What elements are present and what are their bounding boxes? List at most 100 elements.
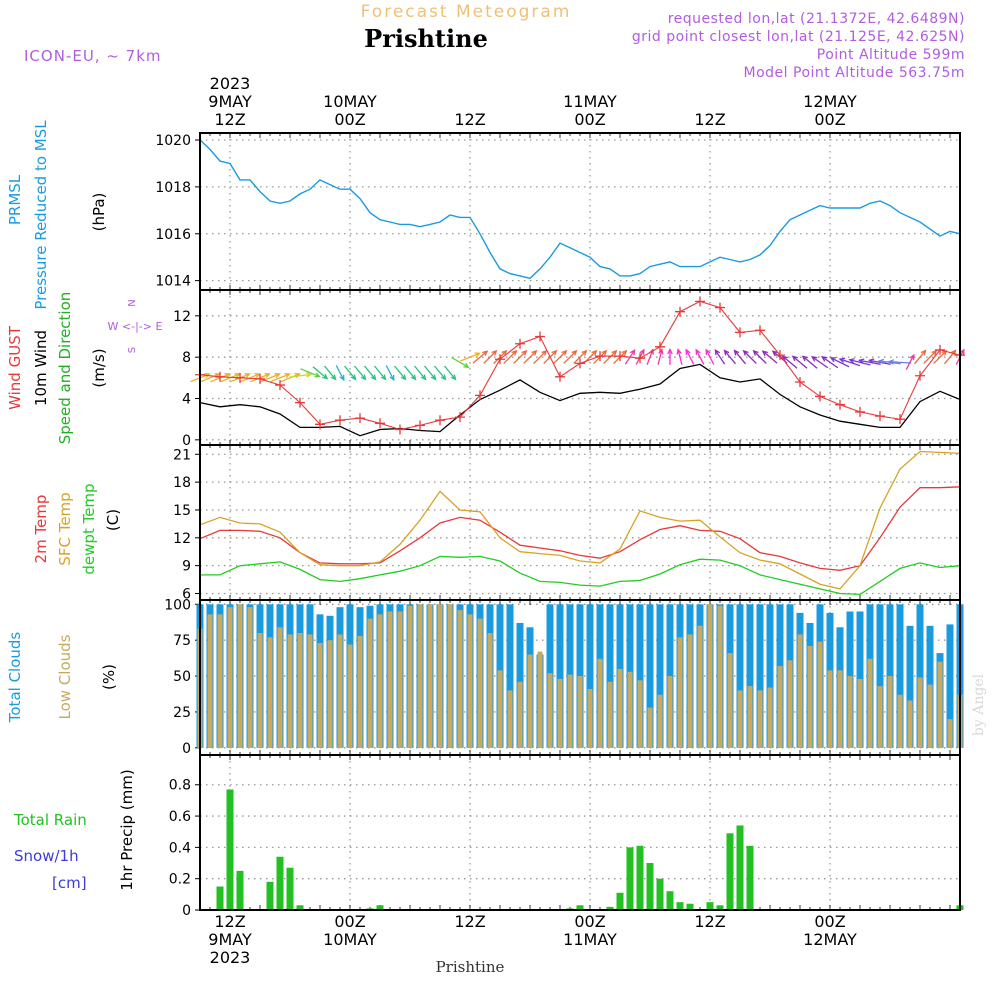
low-cloud-bar — [567, 674, 573, 748]
gust-marker — [215, 371, 225, 382]
wind-vector-head — [511, 349, 518, 356]
time-label-bottom: 00Z — [814, 912, 845, 931]
wind-vector — [533, 350, 547, 364]
gust-marker — [435, 415, 445, 426]
time-label-top: 10MAY — [323, 92, 377, 111]
low-cloud-bar — [527, 654, 533, 748]
panels: 1014101610181020048126912151821025507510… — [155, 132, 965, 919]
wind-unit: (m/s) — [90, 348, 108, 387]
low-cloud-bar — [777, 666, 783, 748]
wind-vector-head — [791, 355, 798, 362]
rain-bar — [636, 845, 644, 910]
low-cloud-bar — [607, 681, 613, 748]
y-tick-label: 0 — [182, 433, 191, 449]
gust-marker — [615, 351, 625, 362]
wind-vector — [343, 365, 357, 380]
y-tick-label: 0 — [182, 741, 191, 757]
low-cloud-bar — [847, 676, 853, 748]
pressure-label: PRMSL — [6, 174, 24, 225]
time-label-top: 12MAY — [803, 92, 857, 111]
gust-marker — [835, 399, 845, 410]
wind-vector-head — [440, 374, 447, 381]
wind-vector-head — [370, 374, 377, 381]
wind-vector — [762, 350, 778, 364]
panel-labels: PRMSL Pressure Reduced to MSL (hPa) Wind GU… — [6, 120, 162, 892]
wind-vector-head — [667, 348, 673, 355]
low-cloud-bar — [227, 607, 233, 748]
low-cloud-bar — [717, 605, 723, 748]
gust-marker — [515, 338, 525, 349]
low-cloud-bar — [277, 627, 283, 748]
time-label-bottom: 12Z — [454, 912, 485, 931]
gust-marker — [375, 418, 385, 429]
gust-marker — [395, 424, 405, 435]
y-tick-label: 9 — [182, 559, 191, 575]
low-cloud-bar — [937, 661, 943, 748]
low-cloud-bar — [447, 604, 453, 748]
wind-vector — [733, 350, 747, 365]
time-label-top: 12Z — [214, 110, 245, 129]
wind-vector-head — [350, 374, 357, 381]
y-tick-label: 75 — [173, 633, 191, 649]
wind-vector — [705, 349, 715, 365]
wind-vector-head — [810, 356, 818, 362]
temp2m-label: 2m Temp — [32, 495, 50, 564]
wind-vector-head — [611, 349, 618, 356]
low-cloud-bar — [427, 604, 433, 748]
low-cloud-bar — [767, 687, 773, 748]
wind-vector — [695, 349, 705, 365]
wind-vector-head — [658, 348, 664, 355]
rain-bar — [226, 789, 234, 910]
low-cloud-bar — [927, 684, 933, 748]
low-cloud-bar — [487, 633, 493, 748]
low-cloud-bar — [507, 690, 513, 748]
wind-vector-head — [676, 348, 682, 355]
wind-vector — [433, 365, 447, 380]
wind-vector — [802, 355, 818, 369]
wind-vector-head — [322, 373, 329, 380]
compass-north: N — [127, 299, 138, 306]
low-cloud-bar — [837, 670, 843, 748]
wind-vector-head — [877, 358, 885, 365]
low-cloud-bar — [557, 678, 563, 748]
wind-vector — [300, 368, 320, 378]
gust-marker — [535, 331, 545, 342]
low-cloud-bar — [317, 643, 323, 748]
gust-marker — [915, 370, 925, 381]
total-cloud-bar — [876, 604, 884, 748]
wind-vector — [723, 350, 737, 365]
low-cloud-bar — [877, 686, 883, 748]
y-tick-label: 1020 — [155, 133, 191, 149]
compass-east-west: W <-|-> E — [108, 320, 163, 333]
wind-vector — [943, 350, 957, 365]
wind-vector-head — [463, 362, 470, 369]
pressure-line — [199, 139, 961, 280]
wind-vector — [933, 350, 947, 364]
y-tick-label: 15 — [173, 503, 191, 519]
wind-vector-head — [761, 350, 768, 357]
wind-vector-head — [621, 349, 628, 356]
low-cloud-bar — [707, 604, 713, 748]
low-cloud-bar — [377, 614, 383, 748]
wind-vector — [385, 365, 395, 381]
low-cloud-bar — [397, 611, 403, 748]
time-label-top: 00Z — [334, 110, 365, 129]
y-tick-label: 25 — [173, 705, 191, 721]
wind-vector — [859, 359, 881, 365]
total-cloud-bar — [606, 604, 614, 748]
wind-vector — [483, 350, 497, 364]
low-cloud-bar — [587, 688, 593, 748]
low-cloud-bar — [807, 645, 813, 748]
low-cloud-bar — [217, 614, 223, 748]
wind-vector — [353, 365, 367, 380]
time-label-bottom: 00Z — [574, 912, 605, 931]
wind-speed-line — [199, 363, 961, 437]
wind-vector — [270, 373, 290, 383]
wind-vector — [443, 365, 457, 380]
wind-vector-head — [771, 350, 778, 357]
low-cloud-bar — [517, 681, 523, 748]
wind-vector-head — [752, 349, 759, 356]
low-cloud-bar — [237, 604, 243, 748]
rain-bar — [646, 863, 654, 910]
